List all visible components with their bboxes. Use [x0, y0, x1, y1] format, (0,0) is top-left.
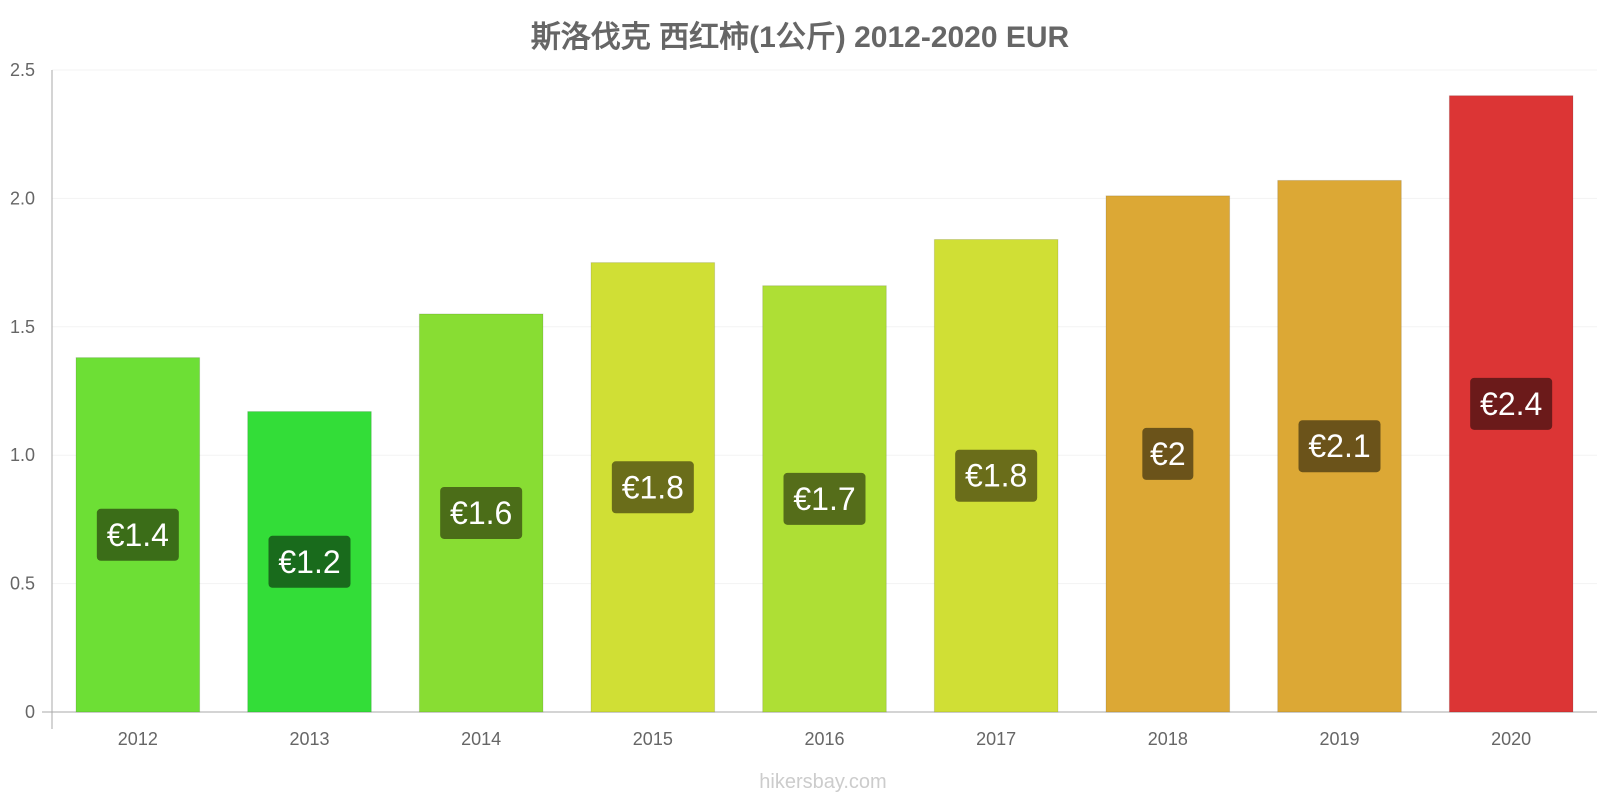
data-labels: €1.4 €1.2 €1.6 €1.8 €1.7 €1.8 €2 €2.1 €2.4	[96, 377, 1553, 588]
data-label-2020: €2.4	[1470, 377, 1553, 430]
data-label-2014: €1.6	[440, 486, 523, 539]
data-label-text: €2.4	[1480, 386, 1542, 422]
data-label-background	[611, 461, 694, 514]
y-tick-label: 1.5	[10, 317, 35, 337]
x-tick-label: 2015	[633, 729, 673, 749]
y-tick-label: 2.5	[10, 60, 35, 80]
data-label-background	[96, 508, 179, 561]
bars	[75, 95, 1574, 713]
data-label-background	[1298, 420, 1381, 473]
x-tick-label: 2019	[1319, 729, 1359, 749]
data-label-text: €2.1	[1308, 428, 1370, 464]
data-label-2015: €1.8	[611, 461, 694, 514]
y-tick-label: 2.0	[10, 188, 35, 208]
data-label-text: €1.2	[278, 544, 340, 580]
data-label-text: €1.8	[622, 469, 684, 505]
y-tick-label: 1.0	[10, 445, 35, 465]
x-tick-label: 2012	[118, 729, 158, 749]
watermark: hikersbay.com	[759, 771, 886, 793]
data-label-2019: €2.1	[1298, 420, 1381, 473]
x-tick-label: 2018	[1148, 729, 1188, 749]
data-label-text: €1.6	[450, 495, 512, 531]
y-tick-label: 0.5	[10, 574, 35, 594]
data-label-2017: €1.8	[955, 449, 1038, 502]
chart-title: 斯洛伐克 西红柿(1公斤) 2012-2020 EUR	[531, 20, 1070, 54]
data-label-2013: €1.2	[268, 535, 351, 588]
y-tick-label: 0	[25, 702, 35, 722]
data-label-background	[955, 449, 1038, 502]
data-label-2012: €1.4	[96, 508, 179, 561]
x-tick-label: 2013	[289, 729, 329, 749]
data-label-text: €2	[1150, 436, 1186, 472]
data-label-background	[1470, 377, 1553, 430]
y-tick-labels: 0 0.5 1.0 1.5 2.0 2.5	[10, 60, 35, 722]
data-label-background	[783, 472, 866, 525]
x-tick-labels: 2012 2013 2014 2015 2016 2017 2018 2019 2020	[118, 729, 1531, 749]
data-label-text: €1.4	[107, 517, 169, 553]
data-label-2016: €1.7	[783, 472, 866, 525]
data-label-background	[1142, 427, 1194, 480]
x-tick-label: 2020	[1491, 729, 1531, 749]
x-tick-label: 2017	[976, 729, 1016, 749]
x-tick-label: 2016	[804, 729, 844, 749]
x-tick-label: 2014	[461, 729, 501, 749]
data-label-2018: €2	[1142, 427, 1194, 480]
data-label-background	[440, 486, 523, 539]
data-label-background	[268, 535, 351, 588]
data-label-text: €1.7	[793, 481, 855, 517]
data-label-text: €1.8	[965, 458, 1027, 494]
